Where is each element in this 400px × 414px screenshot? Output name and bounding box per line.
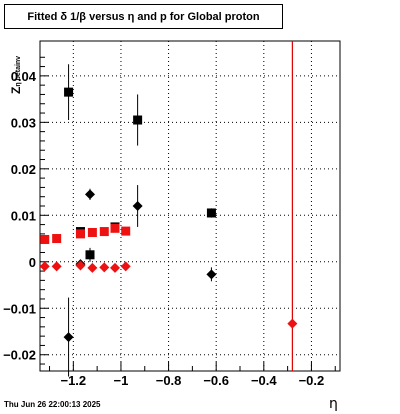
square-marker — [85, 250, 95, 260]
x-tick-label: −0.2 — [299, 373, 325, 388]
square-marker — [206, 208, 216, 218]
diamond-marker — [110, 262, 120, 273]
y-tick-label: −0.01 — [3, 301, 36, 316]
diamond-marker — [287, 318, 298, 329]
diamond-marker — [75, 260, 86, 271]
chart-title-text: Fitted δ 1/β versus η and p for Global p… — [27, 10, 260, 23]
x-tick-label: −0.6 — [203, 373, 229, 388]
y-axis-label: Zη betainv — [9, 20, 25, 94]
x-axis-label: η — [329, 396, 338, 412]
square-marker — [75, 229, 85, 239]
diamond-marker — [85, 189, 95, 200]
plot-frame — [39, 40, 341, 372]
diamond-marker — [63, 332, 74, 343]
diamond-marker — [206, 269, 217, 280]
x-tick-label: −0.8 — [156, 373, 182, 388]
diamond-marker — [87, 262, 98, 273]
square-marker — [87, 227, 97, 237]
diamond-marker — [99, 262, 110, 273]
diamond-marker — [120, 261, 131, 272]
square-marker — [110, 223, 120, 233]
y-tick-label: 0.01 — [11, 208, 36, 223]
x-tick-label: −0.4 — [251, 373, 277, 388]
diamond-marker — [39, 261, 50, 272]
diamond-marker — [51, 261, 62, 272]
chart-title: Fitted δ 1/β versus η and p for Global p… — [4, 4, 283, 29]
square-marker — [133, 115, 143, 125]
square-marker — [52, 234, 62, 244]
y-tick-label: 0 — [29, 255, 36, 270]
timestamp: Thu Jun 26 22:00:13 2025 — [4, 400, 101, 409]
diamond-marker — [132, 201, 143, 211]
y-axis-label-main: Z — [9, 86, 23, 94]
x-tick-label: −1 — [114, 373, 129, 388]
axis-ticks: −1.2 −1 −0.8 −0.6 −0.4 −0.2 −0.02 −0.01 0 0.01 0.0… — [3, 56, 336, 388]
x-tick-label: −1.2 — [60, 373, 86, 388]
square-marker — [40, 234, 50, 244]
square-marker — [99, 227, 109, 237]
y-axis-label-sub: η betainv — [15, 55, 22, 87]
y-tick-label: 0.02 — [11, 162, 36, 177]
y-tick-label: 0.04 — [11, 69, 37, 84]
square-marker — [121, 226, 131, 236]
y-tick-label: 0.03 — [11, 115, 36, 130]
square-marker — [64, 87, 74, 97]
data-points — [39, 64, 298, 377]
y-tick-label: −0.02 — [3, 348, 36, 363]
